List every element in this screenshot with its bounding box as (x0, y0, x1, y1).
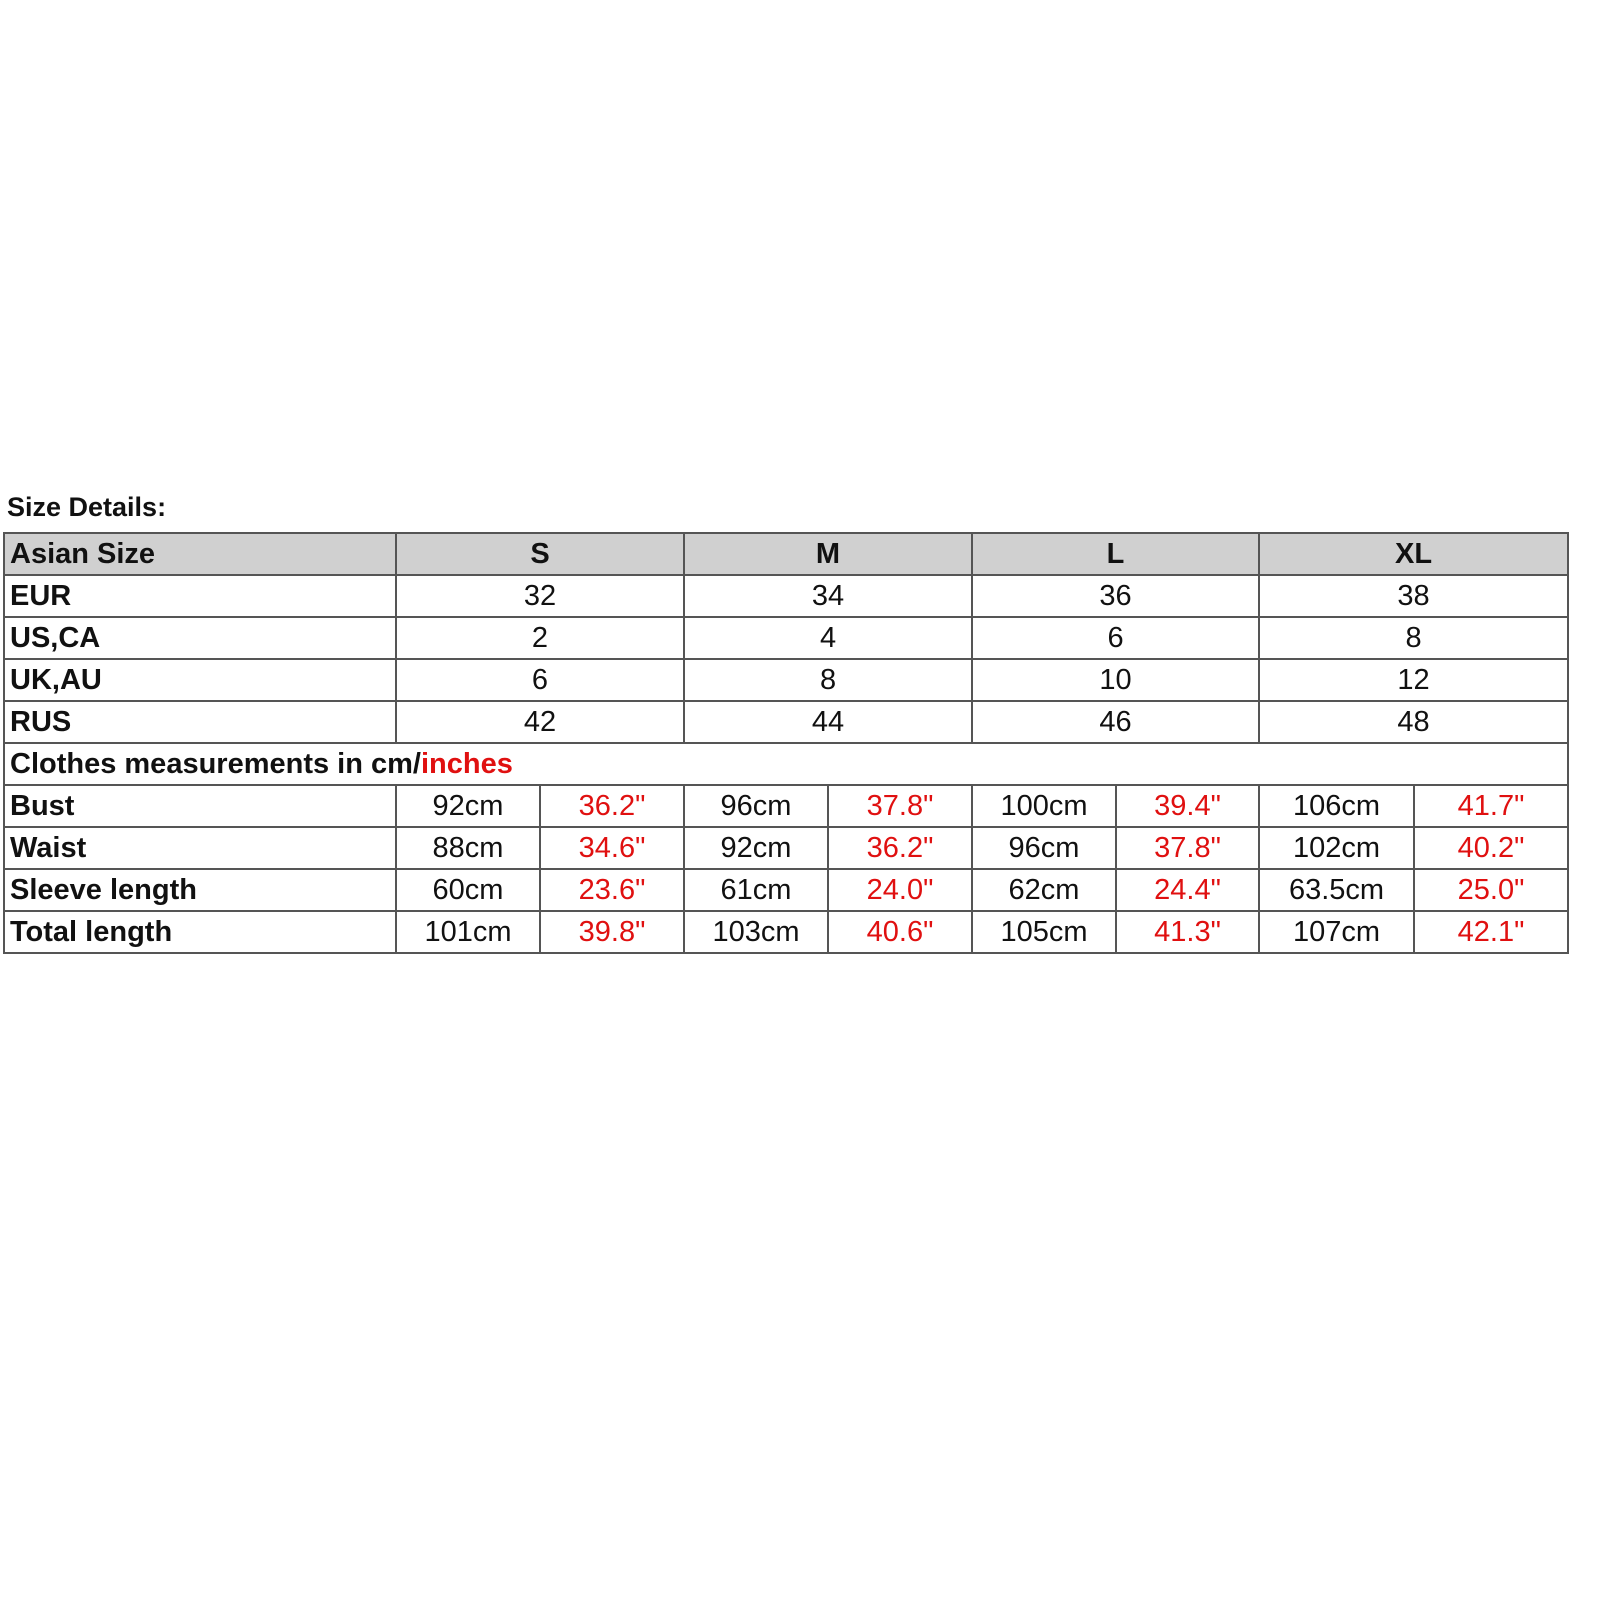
cm-value: 105cm (971, 910, 1118, 954)
size-value: 12 (1258, 658, 1570, 702)
inch-value: 40.2" (1413, 826, 1570, 870)
size-details-title: Size Details: (7, 492, 167, 522)
measurements-heading: Clothes measurements in cm/inches (2, 742, 1570, 786)
cm-value: 92cm (395, 784, 541, 828)
measurement-row: Waist 88cm 34.6" 92cm 36.2" 96cm 37.8" 102cm 40.… (3, 826, 1570, 870)
inch-value: 34.6" (539, 826, 685, 870)
cm-value: 100cm (971, 784, 1118, 828)
cm-value: 88cm (395, 826, 541, 870)
size-value: 36 (971, 574, 1261, 618)
cm-value: 63.5cm (1258, 868, 1416, 912)
inch-value: 25.0" (1413, 868, 1570, 912)
size-header: S (395, 532, 685, 576)
size-value: 8 (1258, 616, 1570, 660)
cm-value: 60cm (395, 868, 541, 912)
size-header: M (682, 532, 974, 576)
inch-value: 23.6" (539, 868, 685, 912)
size-value: 42 (395, 700, 685, 744)
size-chart-table: Asian Size S M L XL EUR 32 34 36 38 US,CA 2 4 6 8 UK,AU… (2, 532, 1570, 954)
measurement-row: Bust 92cm 36.2" 96cm 37.8" 100cm 39.4" 106cm 41.… (3, 784, 1570, 828)
inch-value: 24.0" (826, 868, 974, 912)
heading-inches: inches (420, 747, 513, 780)
size-value: 6 (971, 616, 1261, 660)
row-label: Bust (3, 784, 397, 828)
size-value: 8 (682, 658, 974, 702)
inch-value: 24.4" (1115, 868, 1261, 912)
size-row: UK,AU 6 8 10 12 (3, 658, 1570, 702)
row-label: Total length (3, 910, 397, 954)
size-value: 6 (395, 658, 685, 702)
cm-value: 96cm (971, 826, 1118, 870)
size-row: US,CA 2 4 6 8 (3, 616, 1570, 660)
inch-value: 42.1" (1413, 910, 1570, 954)
heading-prefix: Clothes measurements in cm/ (10, 747, 421, 780)
measurement-row: Total length 101cm 39.8" 103cm 40.6" 105cm 41.… (3, 910, 1570, 954)
size-row: RUS 42 44 46 48 (3, 700, 1570, 744)
inch-value: 36.2" (539, 784, 685, 828)
inch-value: 36.2" (826, 826, 974, 870)
row-label: Waist (3, 826, 397, 870)
size-header: XL (1258, 532, 1570, 576)
cm-value: 106cm (1258, 784, 1416, 828)
size-value: 34 (682, 574, 974, 618)
inch-value: 41.3" (1115, 910, 1261, 954)
cm-value: 61cm (683, 868, 829, 912)
inch-value: 37.8" (826, 784, 974, 828)
size-value: 48 (1258, 700, 1570, 744)
size-value: 4 (682, 616, 974, 660)
row-label: UK,AU (3, 658, 397, 702)
size-value: 32 (395, 574, 685, 618)
size-value: 2 (395, 616, 685, 660)
inch-value: 41.7" (1413, 784, 1570, 828)
row-label: RUS (3, 700, 397, 744)
size-value: 46 (971, 700, 1261, 744)
cm-value: 101cm (395, 910, 541, 954)
inch-value: 39.8" (539, 910, 685, 954)
inch-value: 39.4" (1115, 784, 1261, 828)
size-header: L (971, 532, 1261, 576)
cm-value: 62cm (971, 868, 1118, 912)
inch-value: 40.6" (826, 910, 974, 954)
row-label: US,CA (3, 616, 397, 660)
header-row: Asian Size S M L XL (3, 532, 1570, 576)
size-value: 38 (1258, 574, 1570, 618)
inch-value: 37.8" (1115, 826, 1261, 870)
size-row: EUR 32 34 36 38 (3, 574, 1570, 618)
measurements-heading-row: Clothes measurements in cm/inches (2, 742, 1570, 786)
row-label: Sleeve length (3, 868, 397, 912)
size-value: 10 (971, 658, 1261, 702)
cm-value: 102cm (1258, 826, 1416, 870)
header-label: Asian Size (3, 532, 397, 576)
measurement-row: Sleeve length 60cm 23.6" 61cm 24.0" 62cm 24.4"… (3, 868, 1570, 912)
cm-value: 96cm (683, 784, 829, 828)
cm-value: 107cm (1258, 910, 1416, 954)
row-label: EUR (3, 574, 397, 618)
cm-value: 103cm (683, 910, 829, 954)
cm-value: 92cm (683, 826, 829, 870)
size-value: 44 (682, 700, 974, 744)
